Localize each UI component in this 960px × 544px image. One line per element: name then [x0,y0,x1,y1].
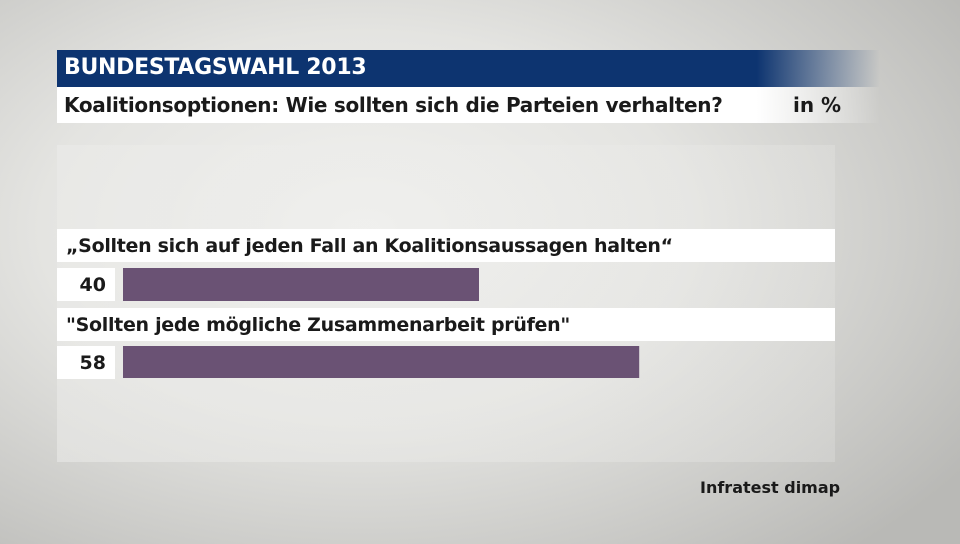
bar-2 [123,346,640,378]
chart-subtitle: Koalitionsoptionen: Wie sollten sich die… [64,93,723,117]
unit-label: in % [793,93,842,117]
value-box-2 [57,346,115,379]
data-label-2: 58 [79,352,106,374]
subtitle-band [57,87,880,123]
data-label-1: 40 [79,274,106,296]
source-label: Infratest dimap [700,478,841,497]
category-label-2: "Sollten jede mögliche Zusammenarbeit pr… [66,314,570,336]
header-band [57,50,880,87]
plot-panel [57,145,835,462]
bar-1 [123,268,479,301]
value-box-1 [57,268,115,301]
category-label-1: „Sollten sich auf jeden Fall an Koalitio… [66,235,673,257]
category-label-background-1 [57,229,835,262]
category-label-background-2 [57,308,835,341]
chart-header-title: BUNDESTAGSWAHL 2013 [64,55,367,80]
